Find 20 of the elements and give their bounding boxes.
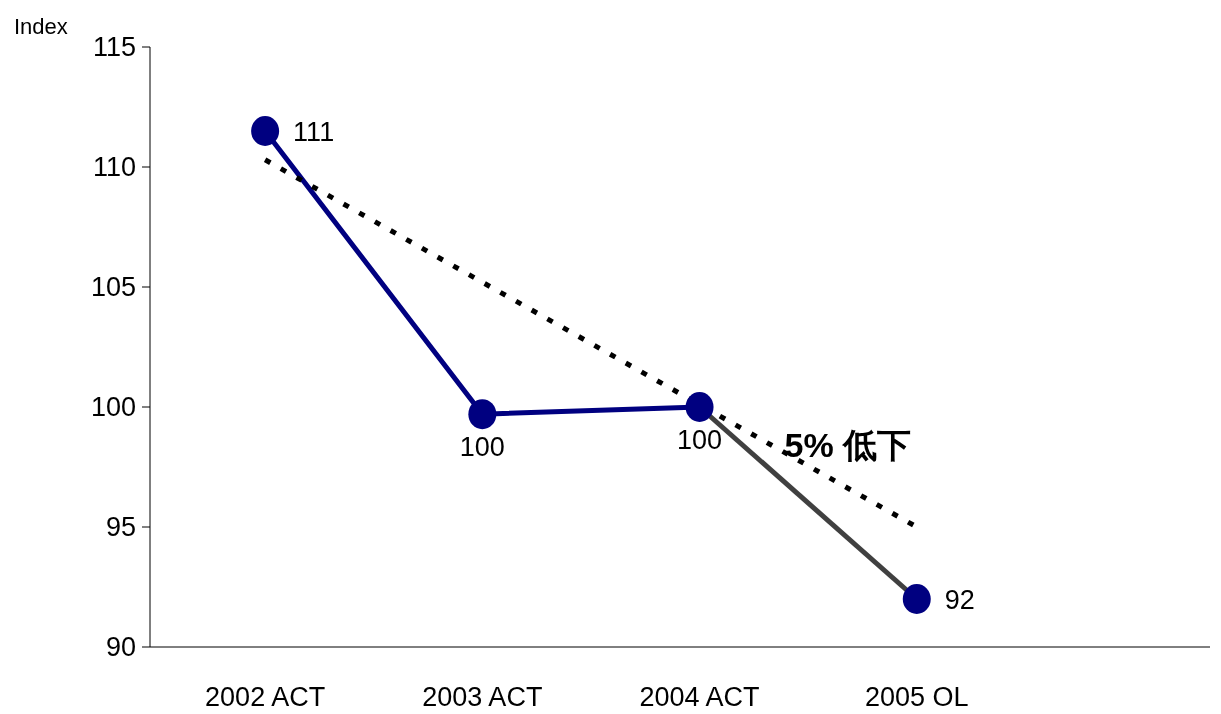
y-tick-label: 105 — [90, 272, 136, 302]
y-tick-label: 115 — [92, 32, 136, 62]
y-axis-title: Index — [14, 14, 68, 39]
y-tick-label: 90 — [105, 632, 136, 662]
y-tick-label: 110 — [92, 152, 136, 182]
point — [685, 392, 714, 422]
point — [251, 116, 280, 146]
y-tick-label: 95 — [105, 512, 136, 542]
data-label: 100 — [459, 432, 505, 463]
point — [468, 399, 497, 430]
annotation: 5% 低下 — [784, 426, 912, 464]
x-tick-label: 2005 OL — [864, 682, 969, 712]
data-label: 92 — [944, 585, 975, 615]
data-label: 111 — [293, 117, 335, 147]
x-tick-label: 2004 ACT — [639, 682, 760, 712]
data-label: 100 — [677, 425, 723, 455]
y-tick-label: 100 — [90, 392, 136, 422]
point — [902, 584, 931, 614]
x-tick-label: 2002 ACT — [205, 682, 326, 712]
x-tick-label: 2003 ACT — [422, 682, 543, 712]
